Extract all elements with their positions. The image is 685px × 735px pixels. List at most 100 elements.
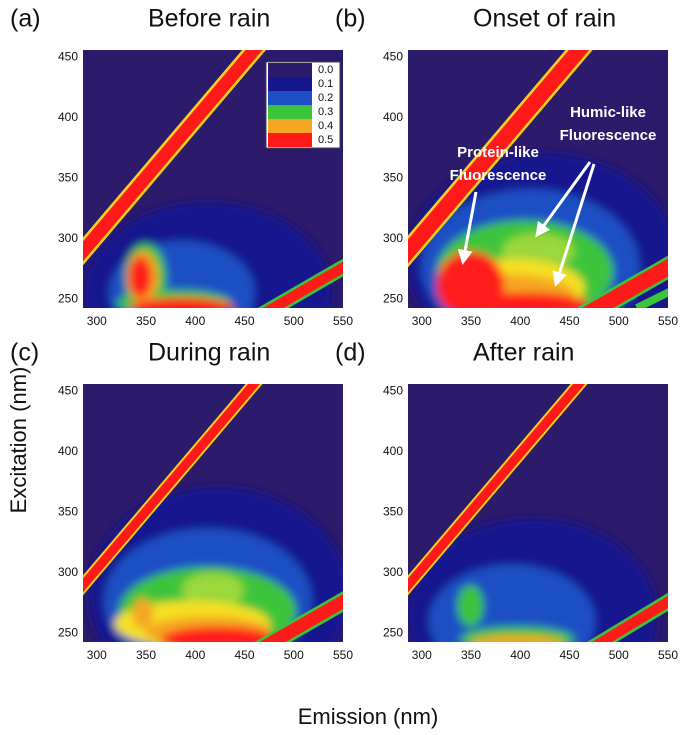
- x-tick-label: 450: [234, 314, 254, 328]
- y-tick-label: 450: [383, 49, 403, 63]
- y-tick-label: 400: [58, 444, 78, 458]
- contour-region: [457, 585, 484, 627]
- x-tick-label: 300: [412, 314, 432, 328]
- contour-region: [408, 518, 658, 642]
- panel-label: (a): [10, 5, 41, 33]
- contour-region: [591, 595, 668, 642]
- y-tick-label: 450: [58, 49, 78, 63]
- annotation: Fluorescence: [560, 127, 657, 144]
- x-tick-label: 400: [185, 314, 205, 328]
- contour-field: [83, 384, 343, 642]
- contour-region: [83, 50, 263, 262]
- y-tick-label: 300: [58, 231, 78, 245]
- x-tick-label: 500: [609, 648, 629, 662]
- contour-region: [83, 384, 260, 593]
- contour-region: [436, 251, 505, 308]
- contour-region: [129, 297, 234, 308]
- x-tick-label: 350: [461, 648, 481, 662]
- annotation: Fluorescence: [450, 167, 547, 184]
- x-tick-label: 350: [136, 648, 156, 662]
- contour-region: [259, 594, 343, 642]
- panel-label: (b): [335, 5, 366, 33]
- legend-swatch: [268, 63, 312, 77]
- x-tick-label: 300: [412, 648, 432, 662]
- x-tick-label: 500: [284, 314, 304, 328]
- contour-region: [132, 598, 154, 630]
- x-tick-label: 400: [185, 648, 205, 662]
- y-tick-label: 450: [383, 383, 403, 397]
- x-tick-label: 350: [461, 314, 481, 328]
- contour-region: [408, 153, 668, 308]
- y-tick-label: 350: [383, 505, 403, 519]
- legend-swatch: [268, 105, 312, 119]
- panel-title: During rain: [148, 339, 270, 367]
- x-tick-label: 300: [87, 314, 107, 328]
- x-tick-label: 450: [234, 648, 254, 662]
- annotation: Humic-like: [570, 104, 646, 121]
- y-tick-label: 450: [58, 383, 78, 397]
- y-tick-label: 300: [383, 565, 403, 579]
- legend-label: 0.1: [318, 78, 333, 90]
- contour-region: [262, 261, 343, 308]
- arrow: [535, 161, 592, 238]
- y-tick-label: 400: [383, 110, 403, 124]
- legend-label: 0.2: [318, 92, 333, 104]
- annotation-arrows: [457, 161, 596, 287]
- contour-region: [460, 292, 590, 308]
- legend-label: 0.0: [318, 64, 333, 76]
- annotation: Protein-like: [457, 144, 539, 161]
- legend-swatch: [268, 91, 312, 105]
- contour-region: [408, 50, 590, 264]
- x-tick-label: 550: [658, 648, 678, 662]
- y-tick-label: 350: [383, 171, 403, 185]
- panel-label: (d): [335, 339, 366, 367]
- legend-label: 0.3: [318, 106, 333, 118]
- contour-region: [161, 626, 276, 642]
- x-tick-label: 450: [559, 314, 579, 328]
- panel-label: (c): [10, 339, 39, 367]
- contour-region: [581, 258, 668, 308]
- y-tick-label: 400: [383, 444, 403, 458]
- x-tick-label: 550: [333, 314, 353, 328]
- panel-title: Onset of rain: [473, 5, 616, 33]
- y-tick-label: 350: [58, 505, 78, 519]
- panel-title: Before rain: [148, 5, 270, 33]
- x-tick-label: 400: [510, 314, 530, 328]
- contour-region: [181, 572, 245, 609]
- legend-label: 0.5: [318, 134, 333, 146]
- y-tick-label: 250: [58, 292, 78, 306]
- arrow: [457, 191, 478, 265]
- x-tick-label: 300: [87, 648, 107, 662]
- legend-swatch: [268, 133, 312, 147]
- legend-swatch: [268, 119, 312, 133]
- x-tick-label: 550: [658, 314, 678, 328]
- contour-region: [408, 384, 585, 593]
- contour-region: [88, 487, 343, 642]
- x-tick-label: 350: [136, 314, 156, 328]
- contour-field: [408, 50, 668, 308]
- x-tick-label: 500: [609, 314, 629, 328]
- contour-region: [128, 256, 152, 298]
- x-tick-label: 450: [559, 648, 579, 662]
- y-tick-label: 250: [383, 292, 403, 306]
- contour-field: [408, 384, 668, 642]
- legend-swatch: [268, 77, 312, 91]
- y-tick-label: 300: [58, 565, 78, 579]
- arrow: [552, 163, 596, 287]
- y-tick-label: 350: [58, 171, 78, 185]
- y-tick-label: 250: [58, 626, 78, 640]
- x-tick-label: 550: [333, 648, 353, 662]
- y-tick-label: 400: [58, 110, 78, 124]
- y-tick-label: 250: [383, 626, 403, 640]
- y-axis-label: Excitation (nm): [6, 367, 31, 514]
- contour-region: [635, 288, 668, 308]
- panel-title: After rain: [473, 339, 574, 367]
- x-tick-label: 500: [284, 648, 304, 662]
- x-tick-label: 400: [510, 648, 530, 662]
- x-axis-label: Emission (nm): [298, 704, 439, 729]
- contour-region: [83, 202, 333, 308]
- legend-label: 0.4: [318, 120, 333, 132]
- contour-region: [470, 635, 564, 642]
- y-tick-label: 300: [383, 231, 403, 245]
